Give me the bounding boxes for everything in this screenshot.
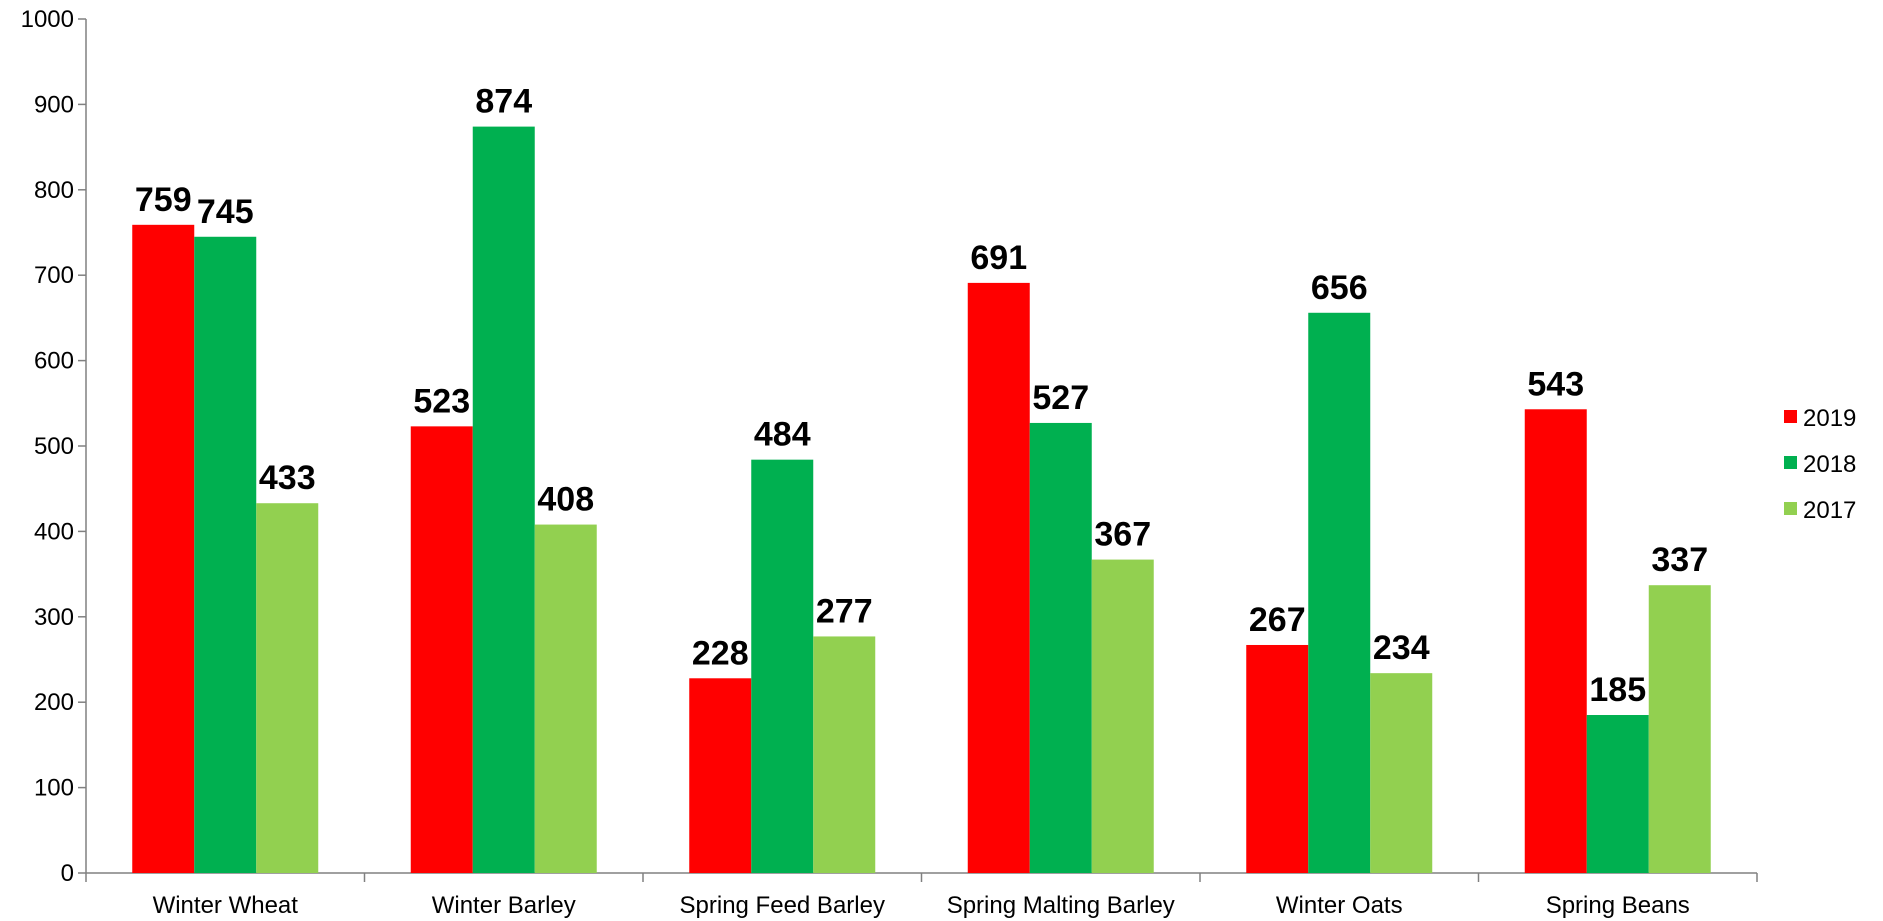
data-label: 543 [1527, 365, 1584, 403]
data-label: 874 [475, 83, 532, 121]
bar-2018 [472, 126, 535, 873]
data-label: 234 [1373, 629, 1430, 667]
bar-2018 [1586, 715, 1649, 873]
y-tick-label: 300 [34, 604, 74, 631]
bar-2018 [194, 236, 257, 873]
bar-2019 [689, 678, 752, 873]
y-tick-label: 0 [61, 860, 74, 887]
data-label: 228 [692, 634, 749, 672]
y-tick-label: 500 [34, 433, 74, 460]
y-tick-label: 700 [34, 262, 74, 289]
bar-2018 [751, 459, 814, 873]
y-tick-label: 200 [34, 689, 74, 716]
bar-2018 [1308, 312, 1371, 873]
data-label: 656 [1311, 269, 1368, 307]
legend-label: 2018 [1803, 451, 1856, 478]
bar-2019 [967, 282, 1030, 873]
data-label: 433 [259, 459, 316, 497]
data-label: 523 [413, 382, 470, 420]
legend-swatch-2019 [1784, 410, 1797, 423]
bar-2017 [813, 636, 876, 873]
y-tick-label: 400 [34, 518, 74, 545]
bar-2017 [534, 524, 597, 873]
y-tick-label: 100 [34, 775, 74, 802]
data-label: 185 [1589, 671, 1646, 709]
bar-2017 [1091, 559, 1154, 873]
bar-2019 [410, 426, 473, 873]
data-label: 484 [754, 416, 811, 454]
legend-label: 2019 [1803, 405, 1856, 432]
x-axis: Winter Wheat Winter Barley Spring Feed Bar… [85, 872, 1758, 919]
y-tick-label: 600 [34, 348, 74, 375]
data-label: 745 [197, 193, 254, 231]
x-category-label: Winter Barley [432, 892, 576, 919]
y-tick-label: 800 [34, 177, 74, 204]
data-label: 691 [970, 239, 1027, 277]
data-label: 759 [135, 181, 192, 219]
bar-2018 [1029, 422, 1092, 873]
bar-2019 [132, 224, 195, 874]
data-labels: 759 745 433 523 874 408 228 484 277 691 527 367 267 6… [135, 83, 1708, 709]
data-label: 277 [816, 592, 873, 630]
bars [132, 126, 1711, 874]
y-tick-label: 1000 [21, 6, 74, 33]
x-category-label: Winter Oats [1276, 892, 1403, 919]
x-category-label: Spring Malting Barley [947, 892, 1175, 919]
data-label: 408 [537, 481, 594, 519]
bar-2019 [1246, 644, 1309, 873]
data-label: 337 [1651, 541, 1708, 579]
legend: 2019 2018 2017 [1784, 405, 1856, 524]
x-category-label: Winter Wheat [153, 892, 299, 919]
y-axis: 0 100 200 300 400 500 600 700 800 900 1000 [21, 6, 87, 887]
data-label: 367 [1094, 516, 1151, 554]
data-label: 527 [1032, 379, 1089, 417]
legend-swatch-2017 [1784, 502, 1797, 515]
x-category-label: Spring Beans [1546, 892, 1690, 919]
bar-2019 [1524, 409, 1587, 873]
data-label: 267 [1249, 601, 1306, 639]
legend-label: 2017 [1803, 497, 1856, 524]
bar-2017 [256, 503, 319, 873]
bar-2017 [1370, 673, 1433, 873]
x-category-label: Spring Feed Barley [680, 892, 885, 919]
bar-2017 [1648, 585, 1711, 873]
legend-swatch-2018 [1784, 456, 1797, 469]
y-tick-label: 900 [34, 91, 74, 118]
